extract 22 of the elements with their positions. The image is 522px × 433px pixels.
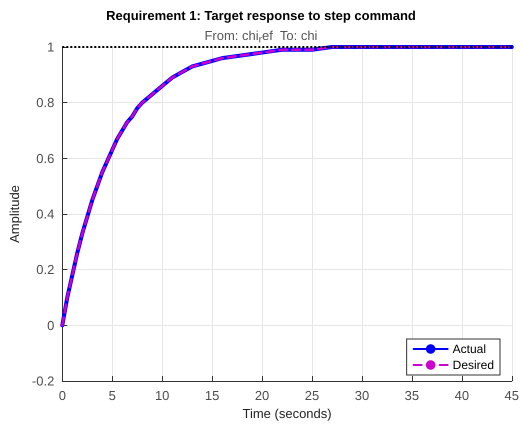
x-tick-label: 40: [454, 388, 470, 403]
x-axis-title: Time (seconds): [242, 406, 332, 421]
legend-label: Actual: [452, 342, 486, 356]
y-tick-label: 0.4: [36, 206, 54, 222]
chart-title: Requirement 1: Target response to step command: [106, 8, 416, 23]
y-tick-label: 0.6: [36, 150, 54, 166]
y-tick-label: 0: [47, 318, 54, 333]
x-tick-label: 0: [58, 388, 66, 403]
x-tick-label: 30: [354, 388, 370, 403]
x-tick-label: 45: [504, 388, 520, 403]
y-tick-label: 0.8: [36, 95, 54, 110]
legend-label: Desired: [452, 358, 494, 372]
x-tick-label: 35: [404, 388, 420, 403]
x-tick-label: 25: [304, 388, 320, 403]
y-tick-label: 0.2: [36, 262, 54, 278]
x-tick-label: 20: [254, 388, 270, 403]
x-tick-label: 5: [108, 388, 116, 403]
y-tick-label: -0.2: [32, 374, 54, 388]
x-tick-label: 15: [204, 388, 220, 403]
y-axis-title: Amplitude: [7, 185, 22, 243]
y-tick-label: 1: [47, 40, 54, 54]
x-tick-label: 10: [154, 388, 170, 403]
